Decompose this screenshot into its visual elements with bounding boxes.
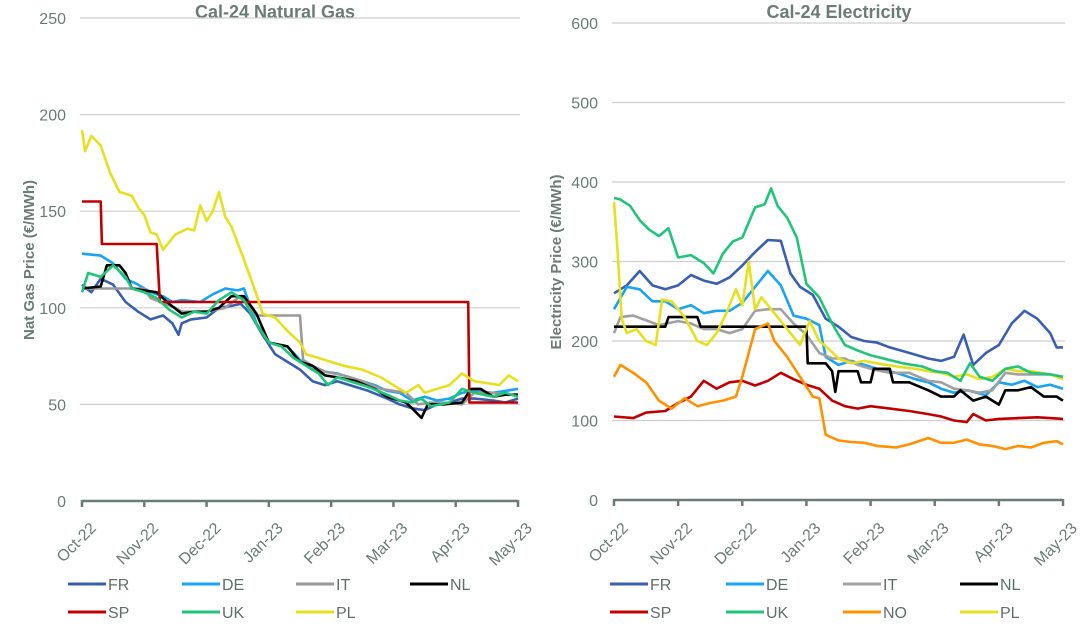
x-tick-label: Oct-22 [586,520,632,566]
series-line-uk [80,264,519,408]
legend-item-sp: SP [68,605,129,622]
x-tick-label: May-23 [1031,520,1080,570]
y-tick-label: 150 [39,204,66,221]
series-lines [80,129,519,420]
y-tick-label: 0 [57,494,66,511]
legend-item-de: DE [726,577,788,594]
legend: FR DE IT NL SP NO PL UK [610,577,1021,622]
legend-label: UK [222,605,245,622]
legend-item-nl: NL [960,577,1021,594]
legend-item-sp: SP [610,605,671,622]
x-tick-label: Oct-22 [54,520,100,566]
series-line-fr [613,238,1063,367]
natural-gas-chart: Cal-24 Natural Gas Nat Gas Price (€/MWh)… [21,2,536,622]
y-tick-label: 200 [571,334,598,351]
y-axis-label: Electricity Price (€/MWh) [548,174,565,349]
legend-item-pl: PL [960,605,1020,622]
legend-item-pl: PL [296,605,356,622]
y-tick-label: 200 [39,108,66,125]
legend-item-uk: UK [182,605,245,622]
y-tick-label: 600 [571,16,598,33]
y-tick-label: 100 [571,414,598,431]
y-tick-label: 50 [48,397,66,414]
electricity-chart: Cal-24 Electricity Electricity Price (€/… [548,2,1080,622]
legend-item-de: DE [182,577,244,594]
series-line-pl [612,201,1064,381]
legend-label: NO [883,605,907,622]
series-line-sp [82,200,518,404]
x-tick-label: Mar-23 [905,520,953,568]
series-line-nl [614,315,1064,406]
y-tick-labels: 0 100 200 300 400 500 600 [571,16,598,510]
chart-title: Cal-24 Natural Gas [195,2,355,22]
legend-label: SP [650,605,671,622]
x-tick-label: Nov-22 [648,520,697,569]
legend-label: NL [450,577,471,594]
legend-item-fr: FR [68,577,129,594]
y-tick-label: 500 [571,96,598,113]
legend-label: PL [1000,605,1020,622]
series-line-uk [613,187,1064,383]
legend: FR DE IT NL SP UK PL [68,577,471,622]
chart-title: Cal-24 Electricity [766,2,911,22]
legend-label: PL [336,605,356,622]
legend-label: UK [766,605,789,622]
legend-label: DE [766,577,788,594]
x-tick-label: Jan-23 [778,520,825,567]
series-line-sp [613,371,1064,424]
legend-label: FR [650,577,671,594]
series-line-it [612,307,1064,394]
x-axis: Oct-22 Nov-22 Dec-22 Jan-23 Feb-23 Mar-23 Apr-… [54,499,536,570]
y-tick-label: 100 [39,301,66,318]
x-tick-label: Dec-22 [712,520,761,569]
x-tick-label: Apr-23 [428,520,474,566]
x-tick-label: Jan-23 [240,520,287,567]
x-tick-label: Mar-23 [363,520,411,568]
x-tick-label: Feb-23 [841,520,889,568]
x-tick-label: Dec-22 [176,520,225,569]
legend-label: NL [1000,577,1021,594]
y-tick-label: 250 [39,11,66,28]
x-tick-label: Feb-23 [301,520,349,568]
legend-item-uk: UK [726,605,789,622]
x-tick-label: Nov-22 [114,520,163,569]
legend-item-it: IT [296,577,350,594]
y-tick-label: 400 [571,175,598,192]
series-line-no [612,322,1064,451]
y-tick-label: 300 [571,255,598,272]
legend-label: DE [222,577,244,594]
legend-item-it: IT [843,577,897,594]
series-line-it [82,287,518,406]
y-tick-labels: 0 50 100 150 200 250 [39,11,66,511]
gridlines [612,22,1065,422]
x-tick-label: May-23 [486,520,536,570]
x-axis: Oct-22 Nov-22 Dec-22 Jan-23 Feb-23 Mar-23 Apr-… [586,498,1080,570]
legend-item-nl: NL [410,577,471,594]
legend-label: FR [108,577,129,594]
legend-label: IT [883,577,897,594]
x-tick-label: Apr-23 [971,520,1017,566]
legend-label: IT [336,577,350,594]
legend-item-fr: FR [610,577,671,594]
legend-item-no: NO [843,605,907,622]
legend-label: SP [108,605,129,622]
series-lines [612,187,1064,451]
gridlines [80,17,520,405]
y-tick-label: 0 [589,493,598,510]
series-line-pl [80,129,519,395]
y-axis-label: Nat Gas Price (€/MWh) [21,180,38,340]
